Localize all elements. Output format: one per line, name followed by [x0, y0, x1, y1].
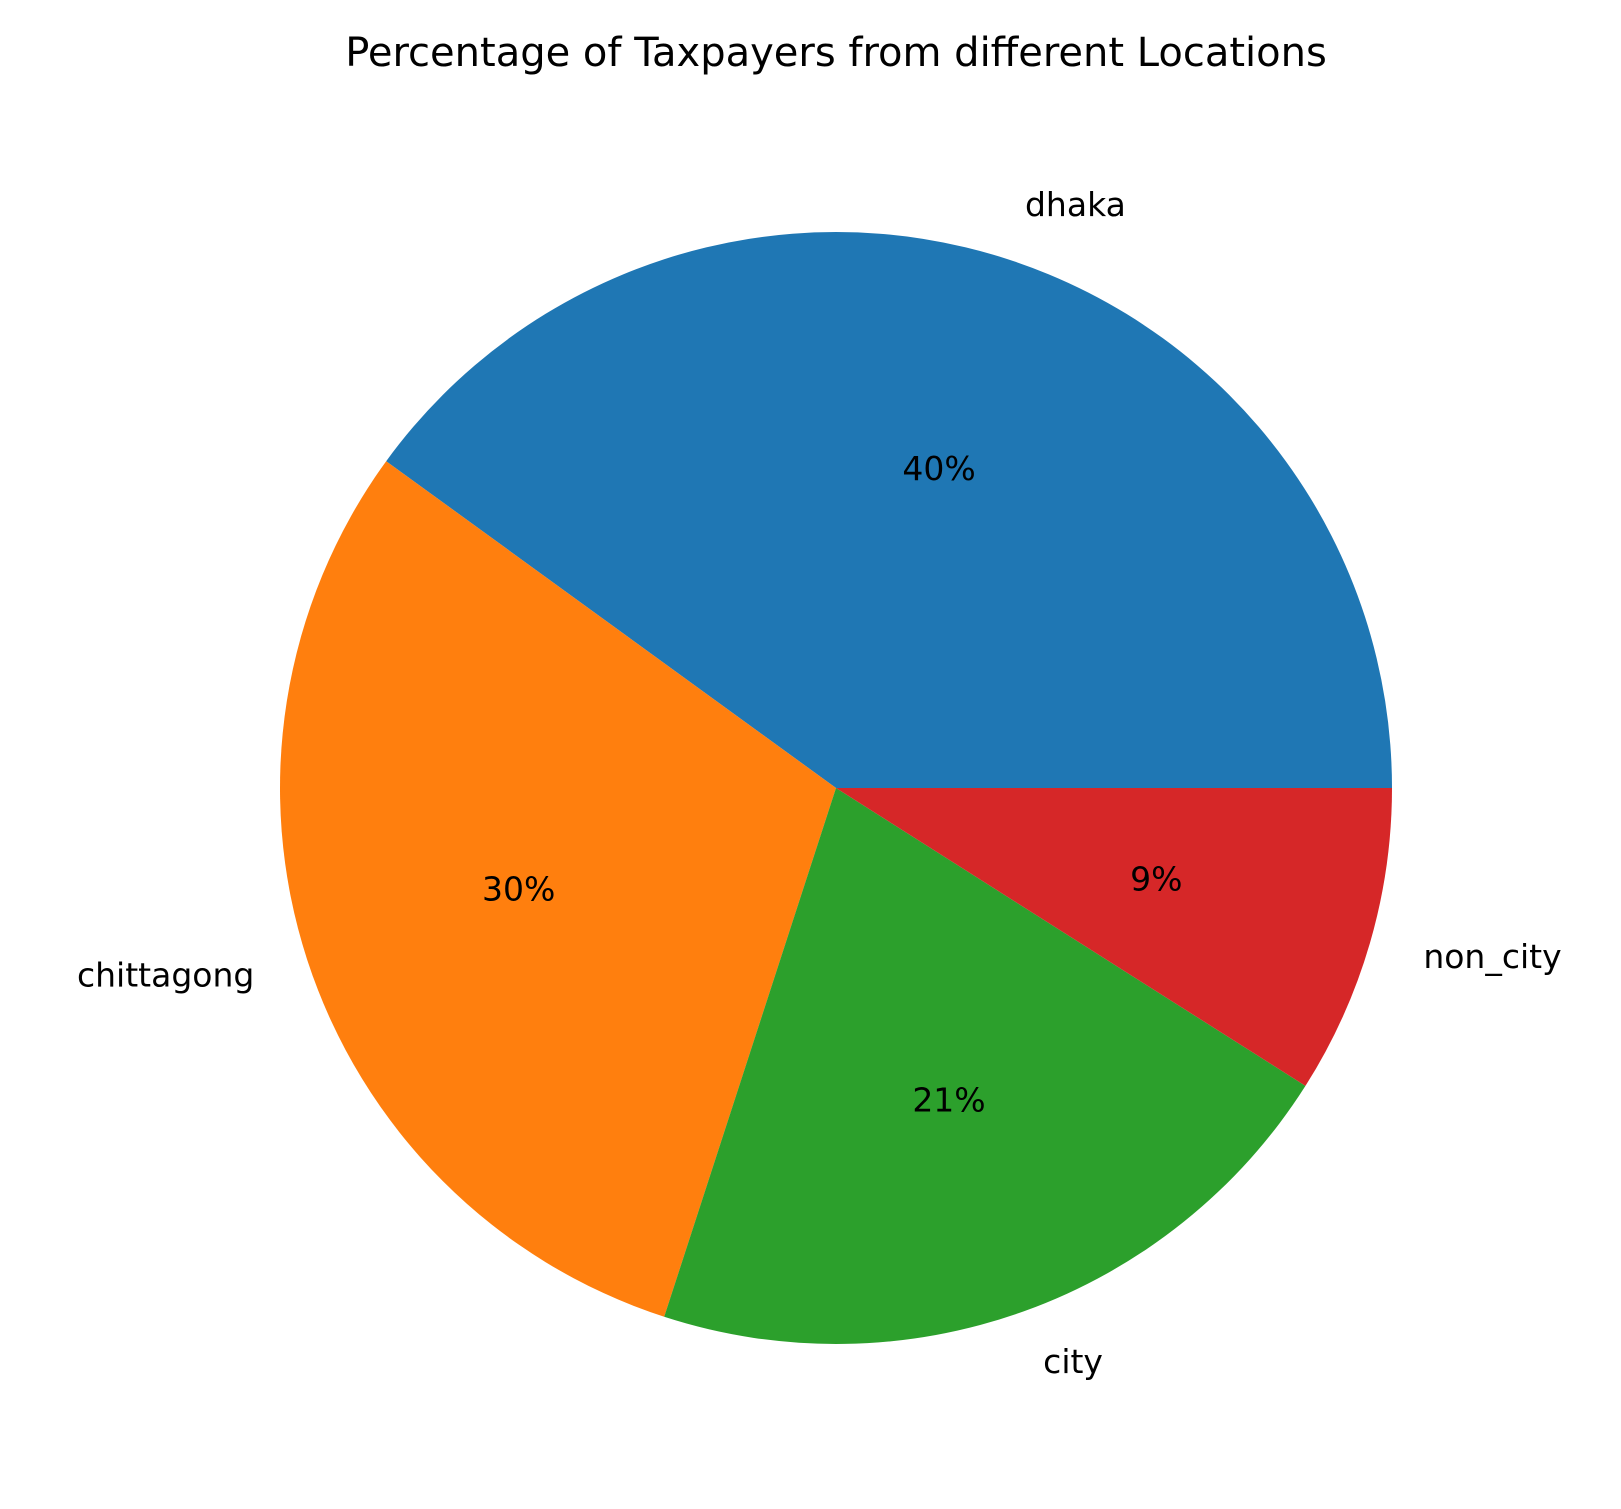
- category-label-chittagong: chittagong: [77, 955, 254, 994]
- pie-slice-city: [664, 788, 1306, 1344]
- pie-slices: [279, 231, 1393, 1344]
- percent-label-chittagong: 30%: [482, 870, 555, 909]
- pie-slice-non-city: [836, 788, 1392, 1086]
- category-label-dhaka: dhaka: [1025, 185, 1126, 224]
- percent-label-dhaka: 40%: [902, 449, 975, 488]
- category-label-city: city: [1043, 1342, 1103, 1381]
- percent-label-non-city: 9%: [1130, 860, 1182, 899]
- percent-label-city: 21%: [912, 1080, 985, 1119]
- pie-slice-dhaka: [386, 231, 1393, 788]
- category-label-non-city: non_city: [1423, 937, 1561, 976]
- pie-labels: dhaka 40% chittagong 30% city 21% non_city 9%: [77, 185, 1562, 1381]
- pie-slice-chittagong: [279, 461, 836, 1317]
- chart-title: Percentage of Taxpayers from different L…: [345, 30, 1327, 76]
